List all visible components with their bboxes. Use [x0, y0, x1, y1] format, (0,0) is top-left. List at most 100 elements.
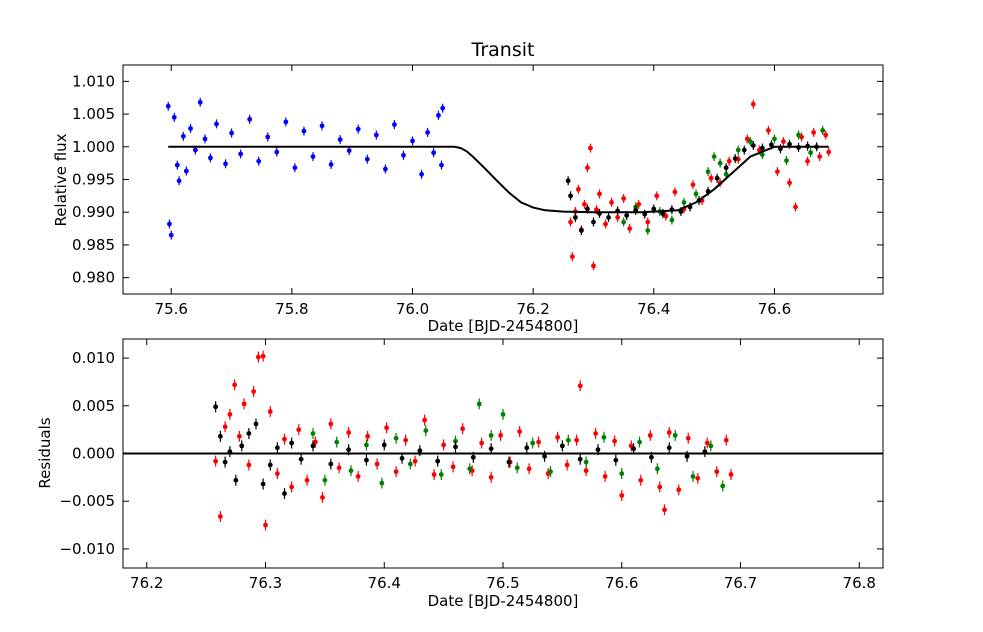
transit-data-point	[274, 149, 280, 155]
transit-x-tick-label: 76.4	[637, 300, 670, 318]
residuals-data-point	[708, 443, 714, 449]
transit-data-point	[292, 165, 298, 171]
residuals-data-point	[577, 456, 583, 462]
transit-data-point	[606, 215, 611, 220]
transit-data-point	[660, 211, 666, 216]
transit-data-point	[669, 217, 675, 223]
transit-y-tick-label: 1.010	[72, 72, 115, 90]
transit-data-point	[645, 219, 651, 225]
residuals-data-point	[328, 461, 334, 467]
residuals-data-point	[695, 475, 701, 481]
transit-data-point	[717, 160, 723, 166]
residuals-data-point	[222, 424, 228, 430]
residuals-data-point	[255, 354, 261, 360]
residuals-x-tick-label: 76.7	[724, 574, 757, 592]
residuals-data-point	[227, 411, 233, 417]
transit-data-point	[769, 142, 774, 148]
transit-y-tick-label: 1.000	[72, 138, 115, 156]
residuals-data-point	[260, 353, 266, 359]
residuals-data-point	[453, 444, 458, 450]
transit-data-point	[165, 103, 171, 109]
transit-data-point	[301, 128, 307, 134]
transit-data-point	[624, 213, 630, 218]
residuals-data-point	[647, 432, 653, 438]
residuals-data-point	[649, 454, 654, 460]
residuals-data-point	[403, 437, 409, 443]
residuals-data-point	[684, 453, 690, 459]
residuals-data-point	[263, 522, 268, 528]
residuals-data-point	[289, 440, 295, 446]
transit-data-point	[168, 232, 174, 238]
residuals-data-point	[470, 454, 476, 460]
residuals-data-point	[565, 437, 571, 443]
transit-data-point	[820, 128, 826, 133]
transit-data-point	[568, 193, 573, 199]
residuals-data-point	[346, 430, 352, 435]
residuals-y-tick-label: 0.000	[72, 445, 115, 463]
transit-data-point	[188, 126, 193, 131]
transit-data-point	[723, 165, 729, 171]
transit-data-point	[621, 196, 627, 201]
residuals-data-point	[365, 433, 371, 439]
transit-x-tick-label: 76.0	[396, 300, 429, 318]
transit-data-point	[705, 169, 711, 175]
transit-data-point	[591, 263, 596, 269]
transit-data-point	[627, 226, 633, 231]
transit-data-point	[180, 133, 186, 139]
residuals-panel: 76.2 76.3 76.4 76.5 76.6 76.7 76.8 −0.010 −0.005…	[36, 338, 884, 610]
residuals-ticks: 76.2 76.3 76.4 76.5 76.6 76.7 76.8 −0.010 −0.005…	[59, 339, 883, 592]
residuals-data-point	[393, 469, 399, 475]
residuals-data-point	[488, 432, 494, 438]
transit-data-point	[440, 105, 446, 111]
residuals-data-point	[364, 442, 369, 448]
residuals-data-point	[246, 431, 252, 436]
residuals-data-point	[577, 383, 583, 389]
residuals-data-point	[364, 457, 369, 463]
transit-data-point	[355, 126, 361, 132]
transit-data-point	[615, 215, 621, 220]
transit-data-point	[238, 151, 244, 157]
transit-data-point	[319, 123, 325, 129]
transit-data-point	[572, 215, 578, 220]
transit-data-point	[690, 182, 696, 188]
transit-data-point	[811, 129, 817, 135]
residuals-data-point	[517, 429, 523, 434]
transit-y-tick-label: 0.990	[72, 203, 115, 221]
transit-y-axis-label: Relative flux	[52, 133, 70, 226]
residuals-data-point	[435, 458, 441, 464]
residuals-data-point	[441, 442, 447, 448]
transit-data-point	[569, 254, 575, 260]
transit-data-point	[808, 150, 814, 156]
transit-data-point	[775, 169, 780, 175]
residuals-data-point	[714, 469, 720, 475]
transit-data-point	[621, 219, 627, 225]
transit-data-point	[174, 162, 180, 168]
residuals-data-point	[213, 458, 219, 464]
residuals-data-point	[296, 427, 302, 433]
residuals-data-point	[685, 435, 691, 441]
residuals-data-point	[524, 445, 530, 451]
residuals-series-residuals-3	[213, 401, 708, 500]
residuals-x-tick-label: 76.6	[605, 574, 638, 592]
residuals-data-point	[274, 471, 280, 476]
residuals-data-point	[574, 437, 580, 443]
transit-data-point	[603, 221, 608, 227]
residuals-data-point	[593, 431, 599, 436]
transit-data-point	[565, 178, 571, 184]
transit-data-point	[197, 99, 203, 105]
residuals-data-point	[514, 465, 520, 471]
transit-panel: 75.6 75.8 76.0 76.2 76.4 76.6 0.980 0.985 0.990 0…	[52, 39, 884, 335]
residuals-data-point	[348, 468, 354, 474]
transit-y-tick-label: 0.995	[72, 171, 115, 189]
residuals-x-axis-label: Date [BJD-2454800]	[428, 592, 579, 610]
residuals-data-point	[298, 456, 304, 462]
transit-data-point	[588, 145, 593, 151]
residuals-data-point	[559, 443, 565, 449]
transit-x-tick-label: 75.6	[155, 300, 188, 318]
residuals-data-point	[310, 431, 316, 436]
residuals-data-point	[384, 425, 390, 431]
residuals-data-point	[399, 455, 405, 461]
residuals-data-point	[422, 417, 428, 423]
residuals-data-point	[253, 421, 259, 427]
residuals-data-point	[657, 484, 663, 490]
